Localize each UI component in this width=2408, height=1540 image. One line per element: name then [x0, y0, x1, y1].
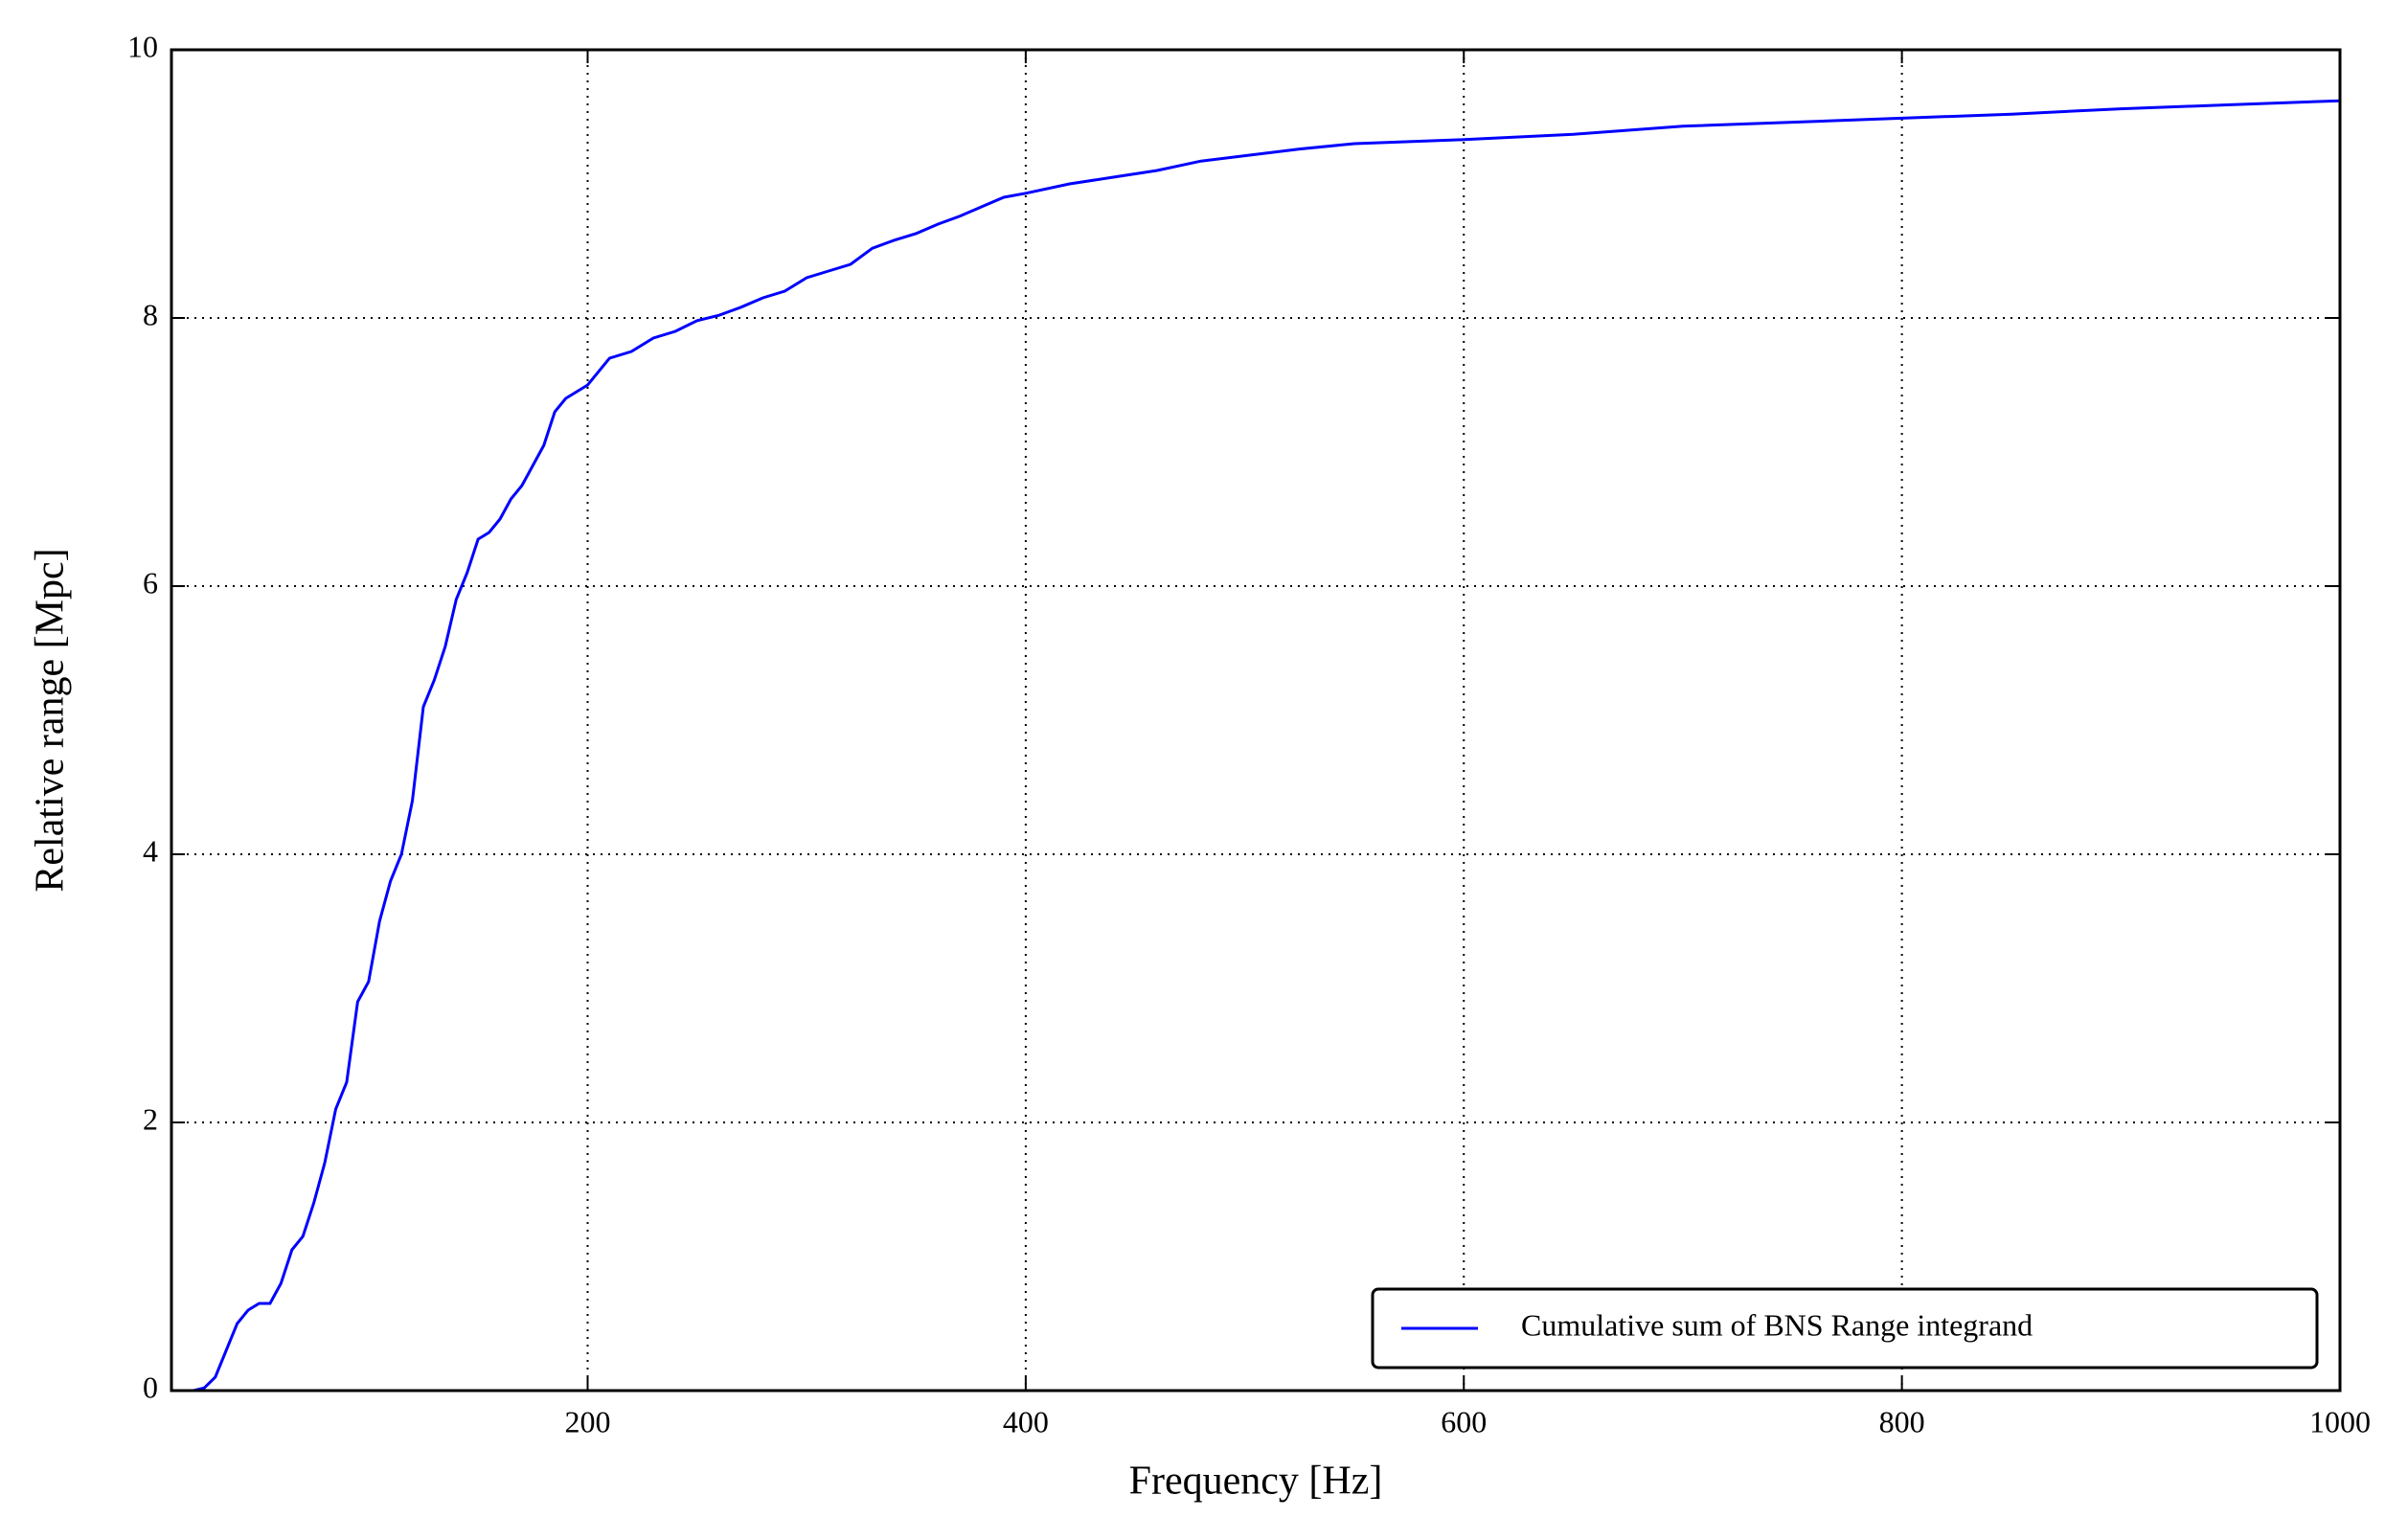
y-tick-label: 0 [143, 1370, 158, 1404]
y-tick-label: 2 [143, 1101, 158, 1136]
legend-box [1371, 1287, 2319, 1370]
y-tick-label: 6 [143, 565, 158, 600]
x-tick-label: 1000 [2309, 1404, 2371, 1438]
x-tick-label: 400 [1003, 1404, 1049, 1438]
x-tick-label: 800 [1879, 1404, 1925, 1438]
x-axis-label: Frequency [Hz] [1129, 1460, 1383, 1504]
y-tick-label: 8 [143, 297, 158, 331]
y-tick-label: 4 [143, 833, 158, 868]
y-axis-label: Relative range [Mpc] [29, 548, 73, 892]
x-tick-label: 600 [1441, 1404, 1487, 1438]
x-tick-label: 200 [565, 1404, 611, 1438]
y-tick-label: 10 [127, 29, 158, 63]
plot-frame [170, 48, 2342, 1393]
line-series [171, 99, 2341, 1393]
legend-label: Cumulative sum of BNS Range integrand [1521, 1307, 2033, 1342]
